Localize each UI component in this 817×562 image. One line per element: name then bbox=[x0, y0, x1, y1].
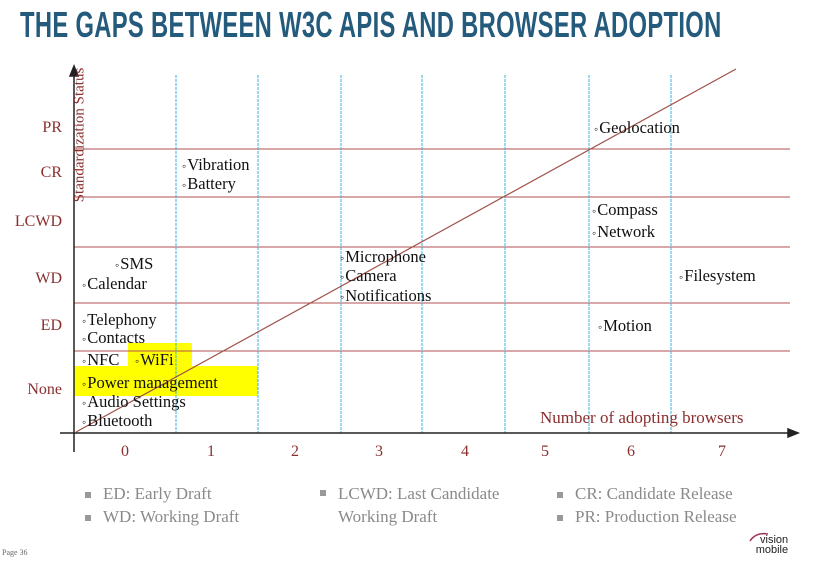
legend-text: LCWD: Last Candidate Working Draft bbox=[338, 484, 500, 526]
point-filesystem: Filesystem bbox=[679, 266, 756, 286]
legend-column-2: LCWD: Last Candidate Working Draft bbox=[320, 482, 520, 528]
x-tick-label: 7 bbox=[718, 443, 726, 460]
legend-text: ED: Early Draft bbox=[103, 484, 212, 503]
point-bluetooth: Bluetooth bbox=[82, 411, 152, 431]
point-microphone: Microphone bbox=[340, 247, 426, 267]
x-tick-label: 5 bbox=[541, 443, 549, 460]
logo-swoosh-icon bbox=[749, 532, 768, 542]
legend-text: WD: Working Draft bbox=[103, 507, 240, 526]
x-tick-label: 2 bbox=[291, 443, 299, 460]
point-telephony: Telephony bbox=[82, 310, 156, 330]
page-number: Page 36 bbox=[2, 548, 28, 557]
legend-column-1: ED: Early Draft WD: Working Draft bbox=[85, 482, 239, 528]
y-tick-label: PR bbox=[42, 119, 62, 136]
point-vibration: Vibration bbox=[182, 155, 249, 175]
legend-item-lcwd: LCWD: Last Candidate Working Draft bbox=[320, 482, 520, 528]
legend-item-cr: CR: Candidate Release bbox=[557, 482, 736, 505]
x-tick-label: 3 bbox=[375, 443, 383, 460]
legend-item-pr: PR: Production Release bbox=[557, 505, 736, 528]
legend-item-ed: ED: Early Draft bbox=[85, 482, 239, 505]
x-tick-label: 0 bbox=[121, 443, 129, 460]
legend-text: CR: Candidate Release bbox=[575, 484, 733, 503]
point-nfc: NFC bbox=[82, 350, 119, 370]
y-tick-label: None bbox=[27, 381, 62, 398]
point-power-management: Power management bbox=[82, 373, 218, 393]
point-compass: Compass bbox=[592, 200, 658, 220]
point-battery: Battery bbox=[182, 174, 236, 194]
x-tick-label: 4 bbox=[461, 443, 469, 460]
point-calendar: Calendar bbox=[82, 274, 147, 294]
y-tick-label: LCWD bbox=[14, 213, 62, 230]
point-notifications: Notifications bbox=[340, 286, 431, 306]
point-network: Network bbox=[592, 222, 655, 242]
point-wifi: WiFi bbox=[135, 350, 173, 370]
y-axis-arrow bbox=[68, 63, 80, 77]
point-contacts: Contacts bbox=[82, 328, 145, 348]
x-tick-label: 1 bbox=[207, 443, 215, 460]
y-axis-title: Standardization Status bbox=[71, 67, 88, 203]
y-tick-label: WD bbox=[35, 270, 62, 287]
x-tick-label: 6 bbox=[627, 443, 635, 460]
y-tick-label: CR bbox=[40, 164, 62, 181]
point-audio-settings: Audio Settings bbox=[82, 392, 186, 412]
vision-mobile-logo: vision mobile bbox=[749, 532, 788, 556]
legend-item-wd: WD: Working Draft bbox=[85, 505, 239, 528]
point-motion: Motion bbox=[598, 316, 652, 336]
point-sms: SMS bbox=[115, 254, 153, 274]
point-camera: Camera bbox=[340, 266, 396, 286]
point-geolocation: Geolocation bbox=[594, 118, 680, 138]
legend-column-3: CR: Candidate Release PR: Production Rel… bbox=[557, 482, 736, 528]
x-axis-arrow bbox=[787, 427, 801, 439]
legend-text: PR: Production Release bbox=[575, 507, 737, 526]
slide-title: THE GAPS BETWEEN W3C APIS AND BROWSER AD… bbox=[20, 4, 722, 45]
y-tick-label: ED bbox=[40, 317, 62, 334]
x-axis-title: Number of adopting browsers bbox=[540, 408, 744, 427]
